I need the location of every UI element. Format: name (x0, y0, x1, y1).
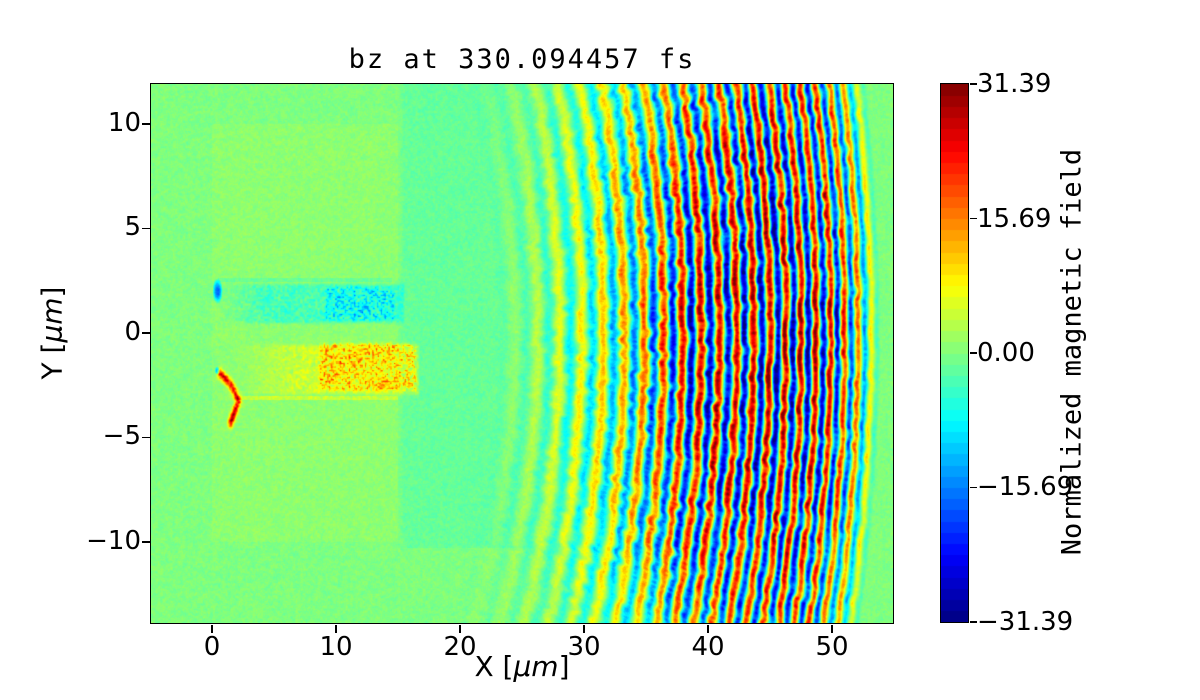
x-tick-label: 0 (203, 632, 221, 662)
x-tick-mark (831, 624, 833, 633)
field-heatmap-canvas (149, 82, 894, 624)
y-axis-label-text: Y [ (35, 342, 69, 380)
colorbar-tick-label: 15.69 (977, 203, 1052, 234)
colorbar-canvas (939, 82, 969, 623)
y-axis-label: Y [μm] (36, 287, 69, 380)
y-tick-label: 10 (107, 108, 141, 139)
y-tick-label: −5 (102, 421, 141, 452)
colorbar-tick-mark (969, 486, 977, 489)
y-tick-label: −10 (86, 526, 141, 557)
x-tick-mark (583, 624, 585, 633)
colorbar-tick-mark (969, 83, 977, 85)
x-tick-mark (459, 624, 461, 633)
colorbar-tick-label: 31.39 (977, 69, 1052, 99)
x-tick-label: 10 (319, 632, 353, 662)
y-axis-label-suffix: ] (35, 286, 69, 298)
x-tick-mark (707, 624, 709, 633)
y-tick-label: 0 (124, 317, 141, 348)
x-axis-label: X [μm] (474, 650, 569, 683)
y-tick-mark (141, 541, 150, 543)
x-tick-label: 40 (691, 632, 725, 662)
colorbar-tick-mark (969, 217, 977, 220)
y-axis-label-mu: μm (35, 297, 69, 343)
x-tick-label: 50 (815, 632, 849, 662)
y-tick-label: 5 (124, 212, 141, 243)
plot-title: bz at 330.094457 fs (348, 44, 696, 75)
x-axis-label-mu: μm (513, 650, 559, 683)
x-axis-label-text: X [ (474, 650, 514, 683)
y-tick-mark (141, 332, 150, 334)
colorbar-tick-mark (969, 352, 977, 354)
x-axis-label-suffix: ] (558, 650, 570, 683)
x-tick-mark (211, 624, 213, 633)
colorbar-tick-label: −15.69 (977, 472, 1074, 503)
x-tick-label: 30 (567, 632, 601, 662)
x-tick-label: 20 (443, 632, 477, 662)
y-tick-mark (141, 227, 150, 230)
colorbar-tick-label: 0.00 (977, 338, 1035, 368)
x-tick-mark (335, 624, 337, 633)
colorbar-label: Normalized magnetic field (1056, 148, 1088, 556)
colorbar-tick-mark (969, 621, 977, 623)
y-tick-mark (141, 436, 150, 439)
colorbar-tick-label: −31.39 (977, 607, 1074, 637)
y-tick-mark (141, 123, 150, 125)
